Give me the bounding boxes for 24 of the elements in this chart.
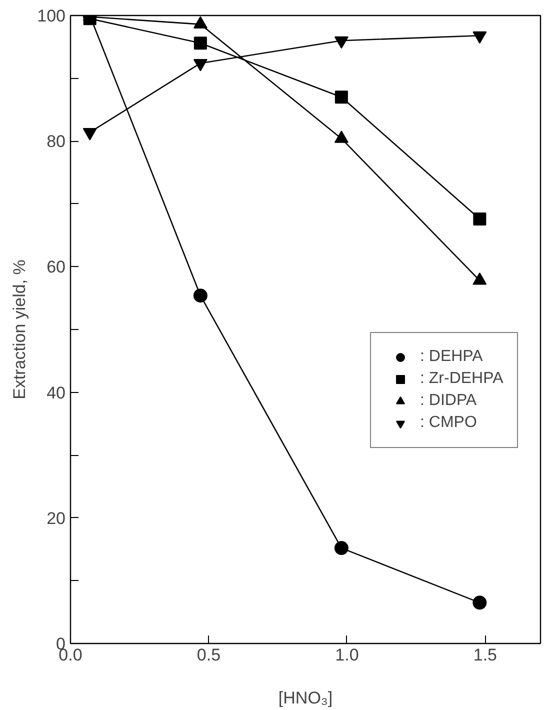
point (193, 58, 208, 72)
x-tick-label: 1.0 (335, 646, 359, 664)
point (472, 31, 487, 44)
point (334, 541, 348, 556)
point (473, 212, 486, 226)
y-tick-label: 40 (46, 383, 66, 402)
legend-label: : DIDPA (420, 392, 477, 410)
point (193, 288, 208, 303)
x-axis-title: [HNO₃] (278, 688, 333, 708)
x-tick-label: 0.5 (196, 646, 221, 664)
x-tick-label: 1.5 (473, 646, 498, 664)
legend-label: : DEHPA (420, 348, 483, 366)
y-tick-label: 60 (46, 258, 66, 277)
point (472, 596, 487, 610)
point (82, 128, 97, 140)
y-tick-label: 20 (46, 508, 66, 528)
point (194, 36, 207, 50)
point (334, 90, 348, 104)
legend-label: : Zr-DEHPA (420, 370, 504, 388)
y-tick-label: 100 (37, 6, 66, 26)
y-axis-title: Extraction yield, % (10, 260, 30, 400)
point (334, 36, 348, 49)
y-tick-label: 80 (46, 132, 66, 152)
legend-label: : CMPO (420, 414, 477, 432)
